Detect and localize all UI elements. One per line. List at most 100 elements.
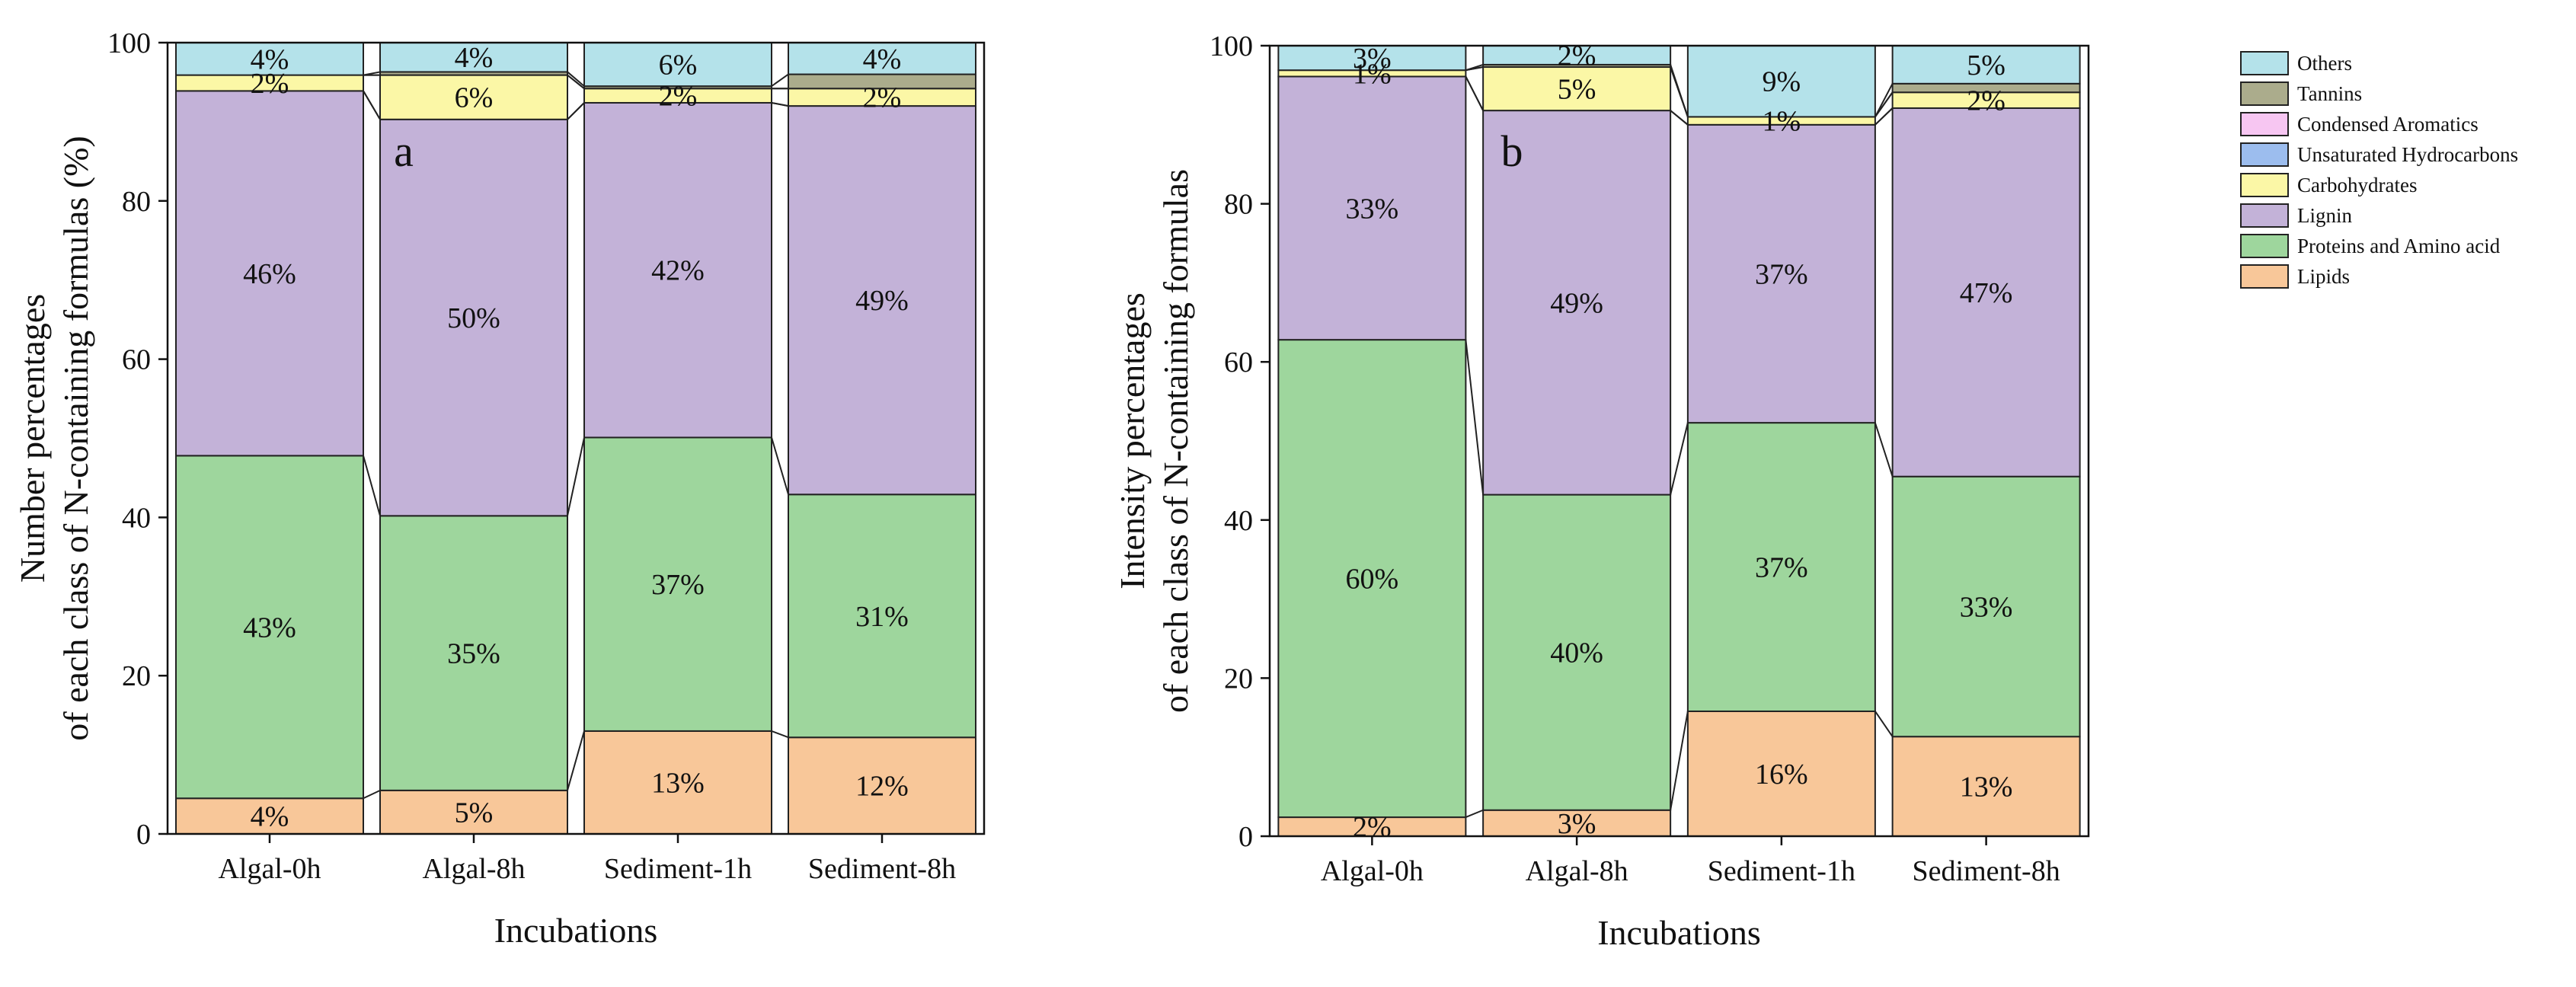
data-label-lipids-sediment-8h: 13%: [1960, 771, 2013, 803]
bar-segment-others-sediment-8h: [788, 42, 976, 75]
panel-b-intensity-percentages: 2% 3% 16% 13% 60% 40% 37% 33% 33% 49% 37% 47% 1% 5% 1%…: [1113, 30, 2090, 952]
series-carbohydrates: [175, 74, 976, 120]
y-tick-label: 20: [122, 660, 151, 692]
bar-segment-others-algal-8h: [379, 42, 568, 73]
legend-swatch-unsaturated-hydrocarbons: [2240, 142, 2289, 167]
y-axis-title-line-2: of each class of N-containing formulas (…: [56, 136, 95, 741]
bar-segment-proteins-and-amino-acid-algal-0h: [1277, 339, 1467, 819]
y-tick-label: 60: [1224, 347, 1253, 379]
connector-line: [1874, 83, 1894, 117]
connector-line: [363, 789, 381, 800]
bar-segment-lignin-sediment-8h: [788, 105, 976, 496]
connector-line: [1465, 76, 1485, 111]
data-label-proteins-and-amino-acid-algal-0h: 60%: [1346, 564, 1399, 596]
data-label-proteins-and-amino-acid-sediment-8h: 31%: [855, 601, 909, 633]
data-label-proteins-and-amino-acid-algal-8h: 40%: [1550, 637, 1603, 669]
bar-segment-lipids-algal-0h: [175, 797, 364, 835]
connector-line: [567, 102, 585, 120]
bar-segment-lignin-algal-0h: [1277, 75, 1467, 341]
data-label-carbohydrates-sediment-8h: 2%: [863, 82, 902, 114]
series-lipids: [1277, 710, 2081, 838]
connector-line: [363, 90, 381, 120]
connector-lines: [1465, 63, 1894, 819]
plot-frame: [166, 41, 986, 835]
data-label-lipids-sediment-1h: 16%: [1755, 759, 1808, 791]
connector-line: [1670, 711, 1689, 810]
data-label-proteins-and-amino-acid-algal-8h: 35%: [447, 638, 500, 670]
panel-a-number-percentages: 4% 5%13% 12%43%35%37%31%46%50%42%49%2% 6% 2%…: [13, 27, 986, 950]
y-axis-title-line-1: Intensity percentages: [1113, 292, 1152, 589]
bar-segment-proteins-and-amino-acid-algal-8h: [379, 515, 568, 791]
data-label-lipids-algal-8h: 5%: [455, 797, 494, 829]
series-others: [175, 42, 976, 88]
data-label-lipids-algal-8h: 3%: [1558, 808, 1596, 840]
x-axis-title: Incubations: [1597, 913, 1761, 952]
y-tick-label: 80: [122, 186, 151, 218]
legend-label-carbohydrates: Carbohydrates: [2297, 174, 2417, 196]
series-lignin: [175, 90, 976, 517]
series-others: [1277, 45, 2081, 118]
connector-line: [567, 74, 585, 90]
data-label-proteins-and-amino-acid-sediment-1h: 37%: [651, 569, 705, 601]
bar-segment-lignin-algal-0h: [175, 90, 364, 457]
bar-segment-others-algal-8h: [1482, 45, 1672, 65]
data-label-others-sediment-8h: 5%: [1967, 50, 2006, 81]
legend-swatch-tannins: [2240, 81, 2289, 106]
connector-line: [1670, 64, 1689, 117]
data-label-lipids-sediment-1h: 13%: [651, 767, 705, 799]
y-tick-label: 0: [136, 819, 151, 851]
bar-segment-proteins-and-amino-acid-sediment-1h: [1686, 422, 1876, 712]
y-tick-label: 100: [1210, 30, 1253, 62]
y-axis-title-line-2: of each class of N-containing formulas: [1156, 169, 1195, 713]
connector-line: [1465, 340, 1485, 495]
data-label-lignin-algal-8h: 50%: [447, 302, 500, 334]
data-label-carbohydrates-sediment-1h: 2%: [659, 81, 698, 113]
data-label-carbohydrates-algal-8h: 6%: [455, 82, 494, 114]
data-label-lignin-sediment-8h: 49%: [855, 285, 909, 317]
y-tick-label: 100: [107, 27, 151, 59]
data-label-others-sediment-8h: 4%: [863, 43, 902, 75]
data-label-others-algal-0h: 4%: [251, 43, 289, 75]
connector-line: [771, 437, 789, 495]
legend-label-lignin: Lignin: [2297, 204, 2352, 227]
x-tick-label-algal-0h: Algal-0h: [1321, 855, 1424, 887]
legend-label-condensed-aromatics: Condensed Aromatics: [2297, 113, 2479, 136]
data-label-others-algal-0h: 3%: [1353, 43, 1392, 75]
bar-segment-carbohydrates-algal-8h: [1482, 66, 1672, 112]
data-label-carbohydrates-algal-0h: 1%: [1353, 58, 1392, 90]
data-label-proteins-and-amino-acid-algal-0h: 43%: [243, 612, 296, 644]
y-tick-label: 80: [1224, 189, 1253, 221]
data-label-others-algal-8h: 4%: [455, 42, 494, 74]
connector-line: [1465, 809, 1484, 819]
data-label-carbohydrates-sediment-1h: 1%: [1763, 106, 1801, 138]
legend-swatch-lipids: [2240, 264, 2289, 289]
series-proteins-and-amino-acid: [175, 436, 976, 800]
legend-swatch-condensed-aromatics: [2240, 112, 2289, 136]
connector-line: [1874, 711, 1894, 737]
y-tick-label: 40: [1224, 505, 1253, 537]
legend-label-others: Others: [2297, 52, 2352, 75]
data-label-others-sediment-1h: 6%: [659, 50, 698, 81]
x-tick-label-sediment-1h: Sediment-1h: [604, 853, 752, 885]
series-lignin: [1277, 75, 2081, 496]
connector-line: [1670, 422, 1689, 495]
data-label-lignin-sediment-1h: 42%: [651, 255, 705, 287]
bar-segment-lignin-sediment-1h: [583, 101, 772, 439]
series-proteins-and-amino-acid: [1277, 339, 2081, 819]
data-label-carbohydrates-algal-8h: 5%: [1558, 74, 1596, 106]
y-tick-label: 0: [1238, 821, 1253, 853]
x-tick-label-algal-8h: Algal-8h: [1526, 855, 1628, 887]
y-tick-label: 60: [122, 344, 151, 376]
bar-segment-others-algal-0h: [1277, 45, 1467, 72]
bar-segment-proteins-and-amino-acid-sediment-1h: [583, 436, 772, 732]
data-label-proteins-and-amino-acid-sediment-8h: 33%: [1960, 591, 2013, 623]
legend-swatch-carbohydrates: [2240, 173, 2289, 197]
bar-segment-lipids-sediment-8h: [788, 736, 976, 835]
connector-line: [771, 101, 789, 107]
x-tick-label-sediment-1h: Sediment-1h: [1708, 855, 1855, 887]
connector-line: [1465, 63, 1484, 72]
bar-segment-proteins-and-amino-acid-algal-0h: [175, 455, 364, 800]
connector-line: [567, 71, 585, 87]
